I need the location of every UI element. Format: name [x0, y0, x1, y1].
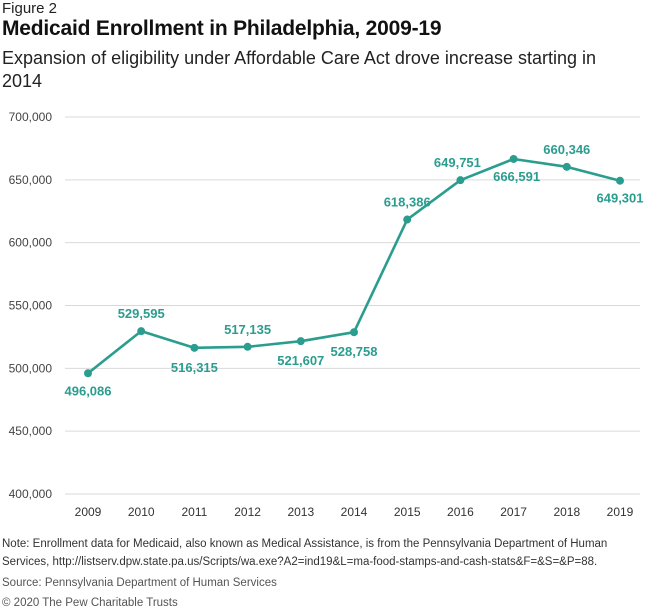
data-label: 649,301 [597, 191, 644, 206]
data-point [509, 154, 518, 163]
x-tick-label: 2019 [607, 505, 634, 519]
chart-subtitle: Expansion of eligibility under Affordabl… [2, 48, 597, 91]
gridlines [65, 116, 640, 495]
data-points [84, 154, 624, 378]
data-point [137, 327, 146, 336]
chart-title: Medicaid Enrollment in Philadelphia, 200… [2, 17, 442, 40]
chart-source: Source: Pennsylvania Department of Human… [2, 577, 277, 589]
y-tick-label: 500,000 [9, 361, 53, 375]
y-tick-label: 550,000 [9, 299, 53, 313]
data-point [350, 328, 358, 337]
data-label: 660,346 [543, 142, 590, 157]
data-label: 529,595 [118, 306, 165, 321]
data-label: 516,315 [171, 360, 218, 375]
data-label: 649,751 [434, 155, 481, 170]
y-axis-ticks: 400,000 450,000 500,000 550,000 600,000 650,0… [9, 110, 53, 501]
data-point [296, 337, 305, 346]
data-label: 496,086 [65, 383, 112, 398]
copyright: © 2020 The Pew Charitable Trusts [2, 597, 178, 609]
data-point [562, 162, 571, 171]
x-tick-label: 2011 [181, 505, 207, 519]
data-point [403, 215, 412, 224]
x-tick-label: 2016 [447, 505, 474, 519]
x-tick-label: 2015 [394, 505, 421, 519]
x-tick-label: 2017 [500, 505, 527, 519]
data-point [616, 176, 624, 185]
data-point [84, 369, 92, 378]
y-tick-label: 600,000 [9, 236, 53, 250]
x-tick-label: 2014 [341, 505, 368, 519]
y-tick-label: 650,000 [9, 173, 53, 187]
data-label: 521,607 [277, 353, 324, 368]
data-label: 618,386 [384, 195, 431, 210]
data-point [190, 343, 199, 352]
y-tick-label: 400,000 [9, 487, 53, 501]
x-tick-label: 2018 [553, 505, 580, 519]
x-tick-label: 2013 [287, 505, 314, 519]
data-point [243, 342, 252, 351]
data-labels: 496,086 529,595 516,315 517,135 521,607 528,7… [65, 142, 644, 398]
enrollment-line [87, 157, 621, 375]
series-line [87, 157, 621, 375]
y-tick-label: 450,000 [9, 424, 53, 438]
data-label: 517,135 [224, 322, 271, 337]
x-axis-ticks: 2009 2010 2011 2012 2013 2014 2015 2016 2017 2018… [75, 505, 634, 519]
y-tick-label: 700,000 [9, 110, 53, 124]
line-chart: 400,000 450,000 500,000 550,000 600,000 650,0… [9, 110, 644, 519]
data-label: 666,591 [493, 169, 540, 184]
x-tick-label: 2009 [75, 505, 102, 519]
x-tick-label: 2010 [128, 505, 155, 519]
figure-label: Figure 2 [2, 0, 58, 17]
data-label: 528,758 [331, 344, 378, 359]
x-tick-label: 2012 [234, 505, 261, 519]
chart-note: Note: Enrollment data for Medicaid, also… [2, 538, 608, 568]
data-point [456, 176, 465, 185]
